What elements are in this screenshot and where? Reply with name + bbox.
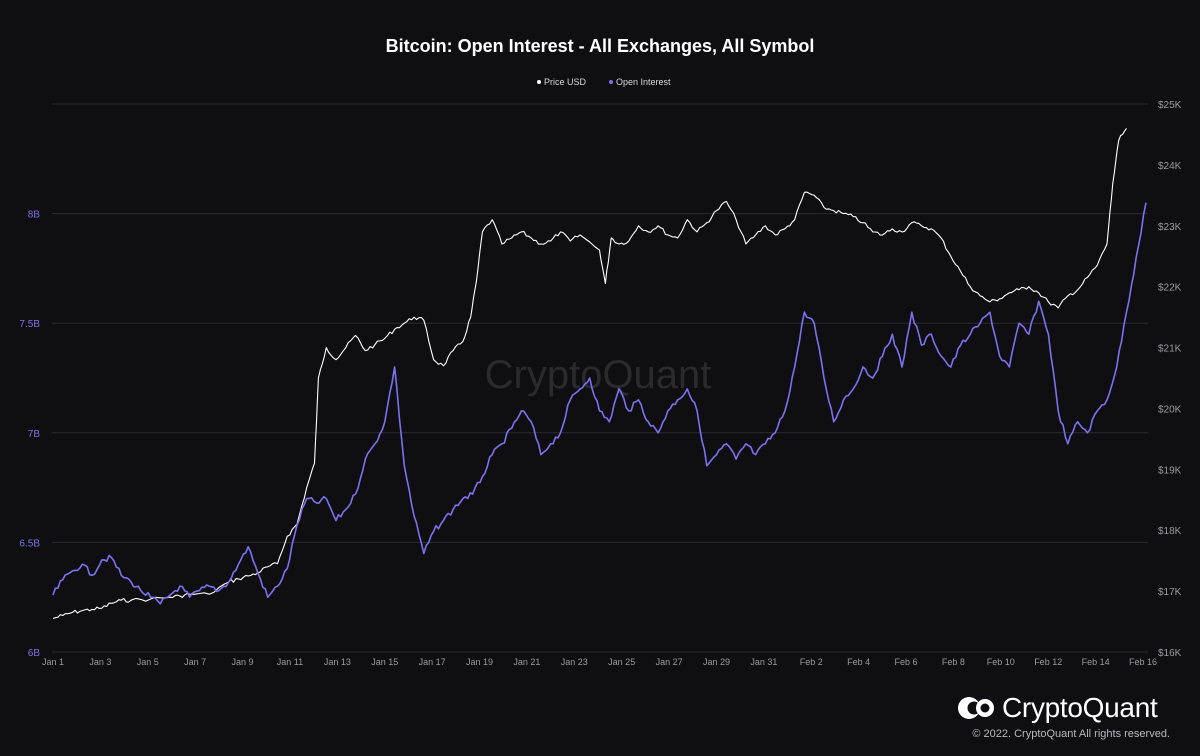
grid: [52, 103, 1148, 653]
y-right-tick-label: $20K: [1158, 404, 1182, 415]
x-tick-label: Jan 19: [466, 657, 493, 667]
x-tick-label: Jan 17: [419, 657, 446, 667]
y-right-tick-label: $21K: [1158, 344, 1182, 355]
x-tick-label: Jan 5: [137, 657, 159, 667]
chart-title: Bitcoin: Open Interest - All Exchanges, …: [386, 36, 815, 56]
legend-marker-open-interest: [609, 80, 613, 84]
watermark: CryptoQuant: [485, 353, 712, 397]
x-tick-label: Jan 13: [324, 657, 351, 667]
y-right-tick-label: $23K: [1158, 222, 1182, 233]
y-left-tick-label: 8B: [28, 210, 41, 221]
legend-label-open-interest: Open Interest: [616, 77, 671, 87]
x-tick-label: Jan 11: [277, 657, 303, 667]
y-left-tick-label: 6B: [28, 648, 41, 659]
x-tick-label: Feb 4: [847, 657, 870, 667]
y-right-tick-label: $16K: [1158, 648, 1182, 659]
y-left-tick-label: 6.5B: [19, 538, 40, 549]
y-right-tick-label: $18K: [1158, 526, 1182, 537]
y-right-tick-label: $19K: [1158, 465, 1182, 476]
brand-logo: CryptoQuant: [956, 688, 1158, 728]
x-axis: Jan 1 Jan 3 Jan 5 Jan 7 Jan 9 Jan 11 Jan 13 Jan…: [42, 657, 1157, 667]
x-tick-label: Feb 12: [1034, 657, 1062, 667]
x-tick-label: Jan 21: [513, 657, 540, 667]
x-tick-label: Jan 27: [656, 657, 683, 667]
legend-label-price: Price USD: [544, 77, 587, 87]
brand-name: CryptoQuant: [1002, 692, 1158, 723]
x-tick-label: Jan 31: [750, 657, 777, 667]
y-right-tick-label: $24K: [1158, 161, 1182, 172]
cryptoquant-logo-icon: [958, 697, 994, 719]
x-tick-label: Jan 25: [608, 657, 635, 667]
series-layer: [52, 128, 1147, 620]
y-left-tick-label: 7B: [28, 429, 41, 440]
y-right-tick-label: $17K: [1158, 587, 1182, 598]
y-right-tick-label: $22K: [1158, 283, 1182, 294]
x-tick-label: Jan 23: [561, 657, 588, 667]
x-tick-label: Jan 3: [89, 657, 111, 667]
x-tick-label: Feb 2: [800, 657, 823, 667]
x-tick-label: Jan 9: [232, 657, 254, 667]
x-tick-label: Jan 29: [703, 657, 730, 667]
copyright-text: © 2022. CryptoQuant All rights reserved.: [972, 728, 1170, 740]
right-axis: $16K $17K $18K $19K $20K $21K $22K $23K $24K $25K: [1158, 100, 1182, 659]
y-left-tick-label: 7.5B: [19, 319, 40, 330]
series-line-price-usd: [52, 128, 1127, 620]
x-tick-label: Jan 15: [371, 657, 398, 667]
left-axis: 6B 6.5B 7B 7.5B 8B: [19, 210, 40, 659]
x-tick-label: Feb 16: [1129, 657, 1157, 667]
x-tick-label: Jan 1: [42, 657, 64, 667]
legend-marker-price: [537, 80, 541, 84]
x-tick-label: Feb 10: [987, 657, 1015, 667]
series-line-open-interest: [52, 202, 1147, 605]
x-tick-label: Feb 6: [895, 657, 918, 667]
x-tick-label: Feb 14: [1082, 657, 1110, 667]
x-tick-label: Jan 7: [184, 657, 206, 667]
y-right-tick-label: $25K: [1158, 100, 1182, 111]
legend: Price USD Open Interest: [537, 77, 671, 87]
x-tick-label: Feb 8: [942, 657, 965, 667]
